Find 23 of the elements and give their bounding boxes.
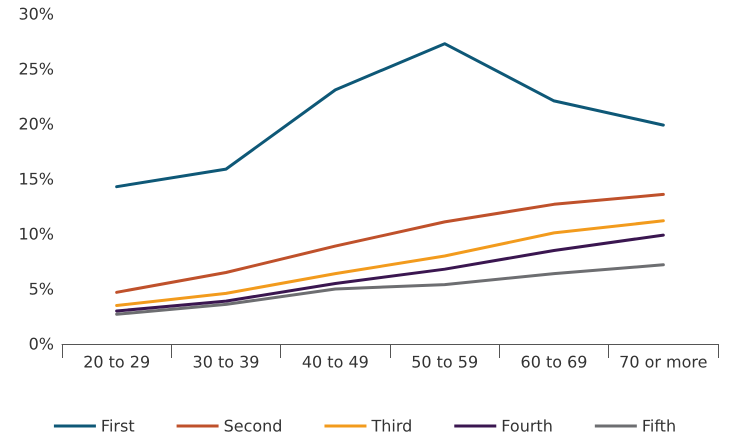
y-tick-label: 5% [28,280,54,298]
y-tick-label: 0% [28,334,54,354]
y-tick-label: 25% [18,60,54,78]
y-tick-label: 20% [18,114,54,134]
line-series [115,42,665,188]
legend-label: Third [370,416,412,436]
line-series [115,192,665,294]
legend-label: Fifth [642,416,676,436]
x-tick-label: 60 to 69 [520,352,588,372]
legend-label: Second [224,416,282,436]
y-tick-label: 15% [18,170,54,188]
x-tick-label: 70 or more [619,352,708,372]
legend-label: First [100,416,135,436]
x-tick-label: 40 to 49 [302,352,369,372]
line-series [115,234,665,312]
x-tick-label: 20 to 29 [83,352,150,372]
x-tick-label: 30 to 39 [192,352,260,372]
x-tick-label: 50 to 59 [411,352,478,372]
y-tick-label: 10% [18,224,54,244]
line-series [115,263,665,316]
line-series [115,219,665,307]
y-tick-label: 30% [18,4,54,24]
legend-label: Fourth [501,416,553,436]
